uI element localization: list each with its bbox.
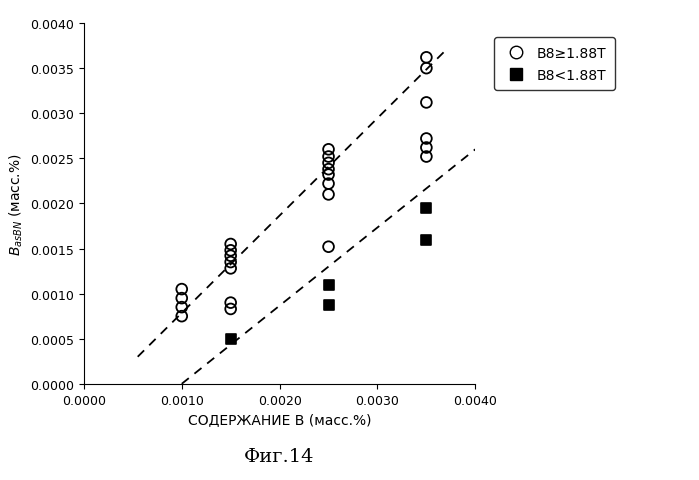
Point [421, 65, 432, 73]
X-axis label: СОДЕРЖАНИЕ B (масс.%): СОДЕРЖАНИЕ B (масс.%) [188, 412, 371, 426]
Point [421, 54, 432, 62]
Point [323, 302, 334, 310]
Point [323, 146, 334, 154]
Point [176, 304, 187, 312]
Point [225, 259, 236, 266]
Point [225, 335, 236, 343]
Point [225, 265, 236, 273]
Point [323, 171, 334, 179]
Point [225, 247, 236, 255]
Point [421, 99, 432, 107]
Point [225, 305, 236, 313]
Point [225, 299, 236, 307]
Point [225, 252, 236, 260]
Point [323, 281, 334, 289]
Point [421, 236, 432, 244]
Point [323, 191, 334, 199]
Point [176, 286, 187, 293]
Y-axis label: $B_{asBN}$ (масс.%): $B_{asBN}$ (масс.%) [7, 153, 24, 255]
Point [323, 166, 334, 174]
Point [421, 144, 432, 152]
Point [323, 180, 334, 188]
Point [225, 240, 236, 248]
Point [176, 312, 187, 320]
Point [323, 160, 334, 168]
Point [421, 154, 432, 161]
Point [176, 295, 187, 302]
Point [421, 135, 432, 143]
Legend: B8≥1.88T, B8<1.88T: B8≥1.88T, B8<1.88T [494, 38, 615, 91]
Point [421, 204, 432, 212]
Point [323, 243, 334, 251]
Point [323, 154, 334, 161]
Text: Фиг.14: Фиг.14 [245, 447, 315, 465]
